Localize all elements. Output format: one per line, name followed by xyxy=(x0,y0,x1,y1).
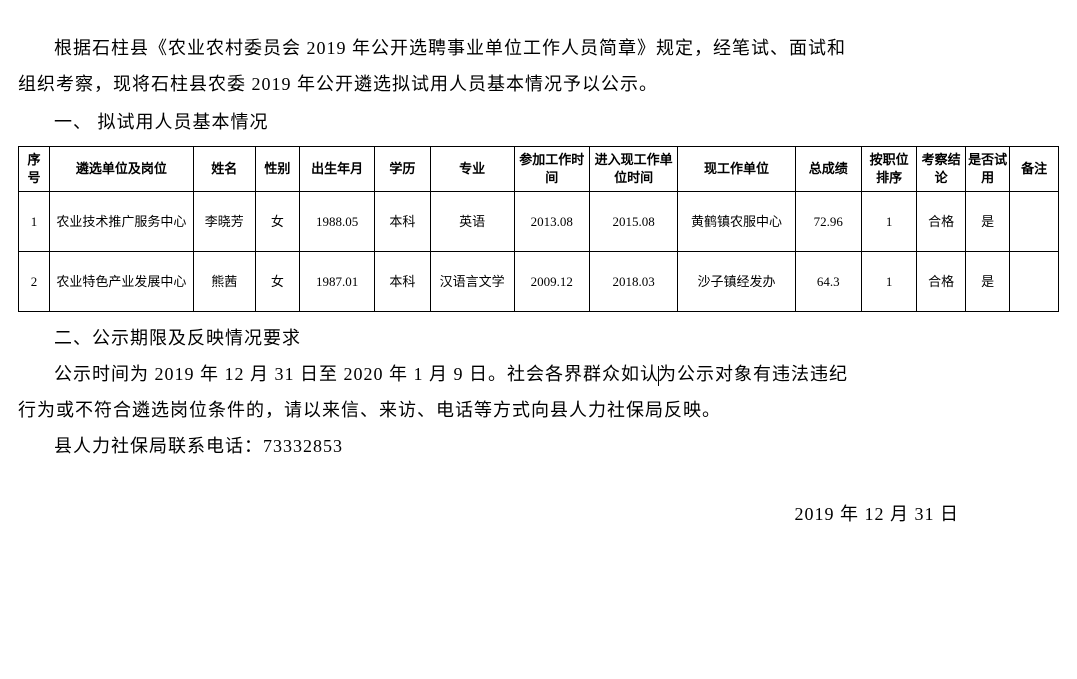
table-cell: 2015.08 xyxy=(589,192,678,252)
period-paragraph-line-1: 公示时间为 2019 年 12 月 31 日至 2020 年 1 月 9 日。社… xyxy=(18,356,1059,392)
table-cell: 是 xyxy=(965,192,1009,252)
table-cell: 1 xyxy=(861,192,916,252)
table-cell: 1988.05 xyxy=(300,192,375,252)
table-header-cell: 遴选单位及岗位 xyxy=(49,147,193,192)
table-header-cell: 备注 xyxy=(1010,147,1059,192)
intro-paragraph-line-1: 根据石柱县《农业农村委员会 2019 年公开选聘事业单位工作人员简章》规定，经笔… xyxy=(18,30,1059,66)
table-cell: 1987.01 xyxy=(300,252,375,312)
table-row: 1农业技术推广服务中心李晓芳女1988.05本科英语2013.082015.08… xyxy=(19,192,1059,252)
table-cell: 本科 xyxy=(375,192,430,252)
section-heading-1: 一、 拟试用人员基本情况 xyxy=(18,104,1059,140)
table-header-cell: 按职位排序 xyxy=(861,147,916,192)
table-header-cell: 序号 xyxy=(19,147,50,192)
date-line: 2019 年 12 月 31 日 xyxy=(18,500,1059,526)
table-header-cell: 参加工作时间 xyxy=(514,147,589,192)
period-text-b: 为公示对象有违法违纪 xyxy=(658,364,848,384)
table-cell: 合格 xyxy=(917,192,966,252)
table-cell: 2018.03 xyxy=(589,252,678,312)
period-text-a: 公示时间为 2019 年 12 月 31 日至 2020 年 1 月 9 日。社… xyxy=(54,364,659,384)
table-header-cell: 专业 xyxy=(430,147,514,192)
table-cell: 72.96 xyxy=(795,192,861,252)
period-paragraph-line-2: 行为或不符合遴选岗位条件的，请以来信、来访、电话等方式向县人力社保局反映。 xyxy=(18,392,1059,428)
table-header-row: 序号遴选单位及岗位姓名性别出生年月学历专业参加工作时间进入现工作单位时间现工作单… xyxy=(19,147,1059,192)
table-cell: 2013.08 xyxy=(514,192,589,252)
table-cell: 沙子镇经发办 xyxy=(678,252,795,312)
table-header-cell: 总成绩 xyxy=(795,147,861,192)
table-cell: 女 xyxy=(255,252,299,312)
table-cell: 熊茜 xyxy=(193,252,255,312)
personnel-table: 序号遴选单位及岗位姓名性别出生年月学历专业参加工作时间进入现工作单位时间现工作单… xyxy=(18,146,1059,312)
table-cell: 是 xyxy=(965,252,1009,312)
table-header-cell: 性别 xyxy=(255,147,299,192)
contact-paragraph: 县人力社保局联系电话：73332853 xyxy=(18,428,1059,464)
table-cell: 1 xyxy=(19,192,50,252)
section-heading-2: 二、公示期限及反映情况要求 xyxy=(18,320,1059,356)
table-cell: 李晓芳 xyxy=(193,192,255,252)
table-cell: 64.3 xyxy=(795,252,861,312)
table-cell: 农业特色产业发展中心 xyxy=(49,252,193,312)
table-cell: 汉语言文学 xyxy=(430,252,514,312)
table-header-cell: 学历 xyxy=(375,147,430,192)
table-cell: 合格 xyxy=(917,252,966,312)
table-cell xyxy=(1010,192,1059,252)
table-header-cell: 是否试用 xyxy=(965,147,1009,192)
table-header-cell: 现工作单位 xyxy=(678,147,795,192)
table-cell xyxy=(1010,252,1059,312)
table-cell: 2009.12 xyxy=(514,252,589,312)
table-header-cell: 出生年月 xyxy=(300,147,375,192)
table-row: 2农业特色产业发展中心熊茜女1987.01本科汉语言文学2009.122018.… xyxy=(19,252,1059,312)
table-cell: 本科 xyxy=(375,252,430,312)
table-header-cell: 姓名 xyxy=(193,147,255,192)
intro-paragraph-line-2: 组织考察，现将石柱县农委 2019 年公开遴选拟试用人员基本情况予以公示。 xyxy=(18,66,1059,102)
table-header-cell: 考察结论 xyxy=(917,147,966,192)
table-cell: 英语 xyxy=(430,192,514,252)
table-cell: 1 xyxy=(861,252,916,312)
table-cell: 黄鹤镇农服中心 xyxy=(678,192,795,252)
table-cell: 女 xyxy=(255,192,299,252)
table-cell: 2 xyxy=(19,252,50,312)
table-header-cell: 进入现工作单位时间 xyxy=(589,147,678,192)
table-cell: 农业技术推广服务中心 xyxy=(49,192,193,252)
